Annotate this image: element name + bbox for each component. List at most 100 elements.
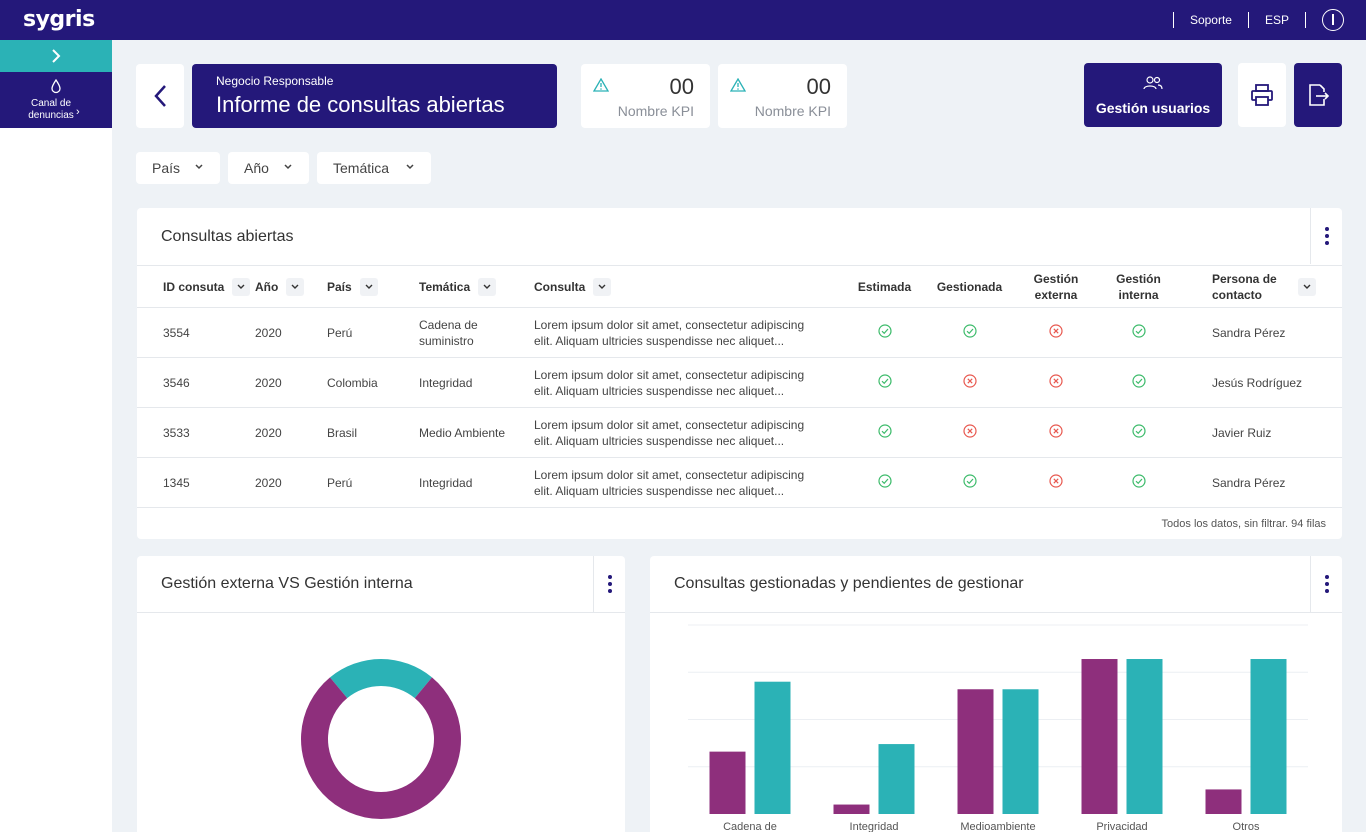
cell-estimada: [847, 307, 922, 358]
warning-icon: [593, 78, 609, 92]
sidebar-item-canal-denuncias[interactable]: Canal de denuncias ›: [0, 72, 112, 128]
cell-estimada: [847, 357, 922, 408]
column-header: Gestión interna: [1095, 265, 1182, 308]
table-row[interactable]: 3533 2020 Brasil Medio Ambiente Lorem ipsum …: [137, 407, 1342, 458]
more-options-button[interactable]: [1310, 208, 1342, 264]
table-row[interactable]: 1345 2020 Perú Integridad Lorem ipsum dolor …: [137, 457, 1342, 508]
manage-users-button[interactable]: Gestión usuarios: [1084, 63, 1222, 127]
cell-interna: [1095, 457, 1182, 508]
check-icon: [1131, 423, 1146, 438]
divider: [137, 612, 625, 613]
table-footer: Todos los datos, sin filtrar. 94 filas: [1161, 518, 1326, 530]
kpi-card: 00 Nombre KPI: [581, 64, 710, 128]
filter-ano[interactable]: Año: [228, 152, 309, 184]
filter-pais[interactable]: País: [136, 152, 220, 184]
more-options-button[interactable]: [593, 556, 625, 612]
check-icon: [877, 323, 892, 338]
language-selector[interactable]: ESP: [1264, 13, 1289, 27]
export-button[interactable]: [1294, 63, 1342, 127]
cell-externa: [1017, 457, 1095, 508]
bar-3-0[interactable]: [1081, 659, 1118, 814]
page-subtitle: Negocio Responsable: [216, 74, 334, 88]
column-header[interactable]: País: [327, 265, 419, 308]
chevron-down-icon[interactable]: [359, 277, 378, 296]
chevron-down-icon[interactable]: [232, 277, 251, 296]
bar-chart: Cadena de Integridad Medioambiente Privacid…: [688, 624, 1308, 832]
donut-chart: [301, 659, 462, 819]
bar-4-1[interactable]: [1250, 659, 1287, 814]
back-button[interactable]: [136, 64, 184, 128]
kpi-name: Nombre KPI: [754, 103, 831, 119]
check-icon: [962, 323, 977, 338]
logo: sygris: [23, 7, 95, 32]
bar-chart-card: Consultas gestionadas y pendientes de ge…: [650, 556, 1342, 832]
page-title-box: Negocio Responsable Informe de consultas…: [192, 64, 557, 128]
export-icon: [1309, 84, 1330, 106]
donut-slice-0[interactable]: [330, 659, 432, 699]
chevron-down-icon[interactable]: [286, 277, 305, 296]
cell-contact: Sandra Pérez: [1182, 457, 1342, 508]
cell-query: Lorem ipsum dolor sit amet, consectetur …: [534, 457, 847, 508]
cell-interna: [1095, 307, 1182, 358]
check-icon: [877, 373, 892, 388]
bar-4-0[interactable]: [1205, 789, 1242, 814]
column-header[interactable]: ID consuta: [137, 265, 255, 308]
cell-country: Colombia: [327, 357, 419, 408]
kpi-value: 00: [806, 74, 831, 99]
x-tick-label: Medioambiente: [960, 821, 1035, 832]
cell-year: 2020: [255, 357, 327, 408]
donut-slice-1[interactable]: [301, 677, 462, 819]
chevron-down-icon[interactable]: [1298, 277, 1316, 296]
card-title: Consultas gestionadas y pendientes de ge…: [674, 575, 1024, 592]
support-link[interactable]: Soporte: [1189, 13, 1232, 27]
sidebar: Canal de denuncias ›: [0, 40, 112, 832]
chevron-right-icon: ›: [76, 106, 80, 118]
cell-contact: Jesús Rodríguez: [1182, 357, 1342, 408]
column-header[interactable]: Año: [255, 265, 327, 308]
top-bar: sygris Soporte ESP: [0, 0, 1366, 40]
chevron-down-icon[interactable]: [593, 277, 612, 296]
bar-2-1[interactable]: [1002, 689, 1039, 814]
filter-label: País: [152, 160, 181, 176]
check-icon: [1131, 323, 1146, 338]
bar-1-0[interactable]: [833, 804, 870, 814]
column-header[interactable]: Temática: [419, 265, 534, 308]
column-header[interactable]: Consulta: [534, 265, 847, 308]
table-row[interactable]: 3554 2020 Perú Cadena de suministro Lorem ip…: [137, 307, 1342, 358]
check-icon: [877, 473, 892, 488]
cell-contact: Sandra Pérez: [1182, 307, 1342, 358]
filter-tematica[interactable]: Temática: [317, 152, 431, 184]
cell-topic: Medio Ambiente: [419, 407, 534, 458]
cell-contact: Javier Ruiz: [1182, 407, 1342, 458]
check-icon: [1131, 373, 1146, 388]
bar-0-0[interactable]: [709, 751, 746, 814]
bar-2-0[interactable]: [957, 689, 994, 814]
manage-users-label: Gestión usuarios: [1095, 100, 1211, 116]
cell-query: Lorem ipsum dolor sit amet, consectetur …: [534, 307, 847, 358]
column-header[interactable]: Persona de contacto: [1182, 265, 1342, 308]
bar-0-1[interactable]: [754, 681, 791, 814]
check-icon: [877, 423, 892, 438]
bar-1-1[interactable]: [878, 744, 915, 814]
cell-query: Lorem ipsum dolor sit amet, consectetur …: [534, 407, 847, 458]
cell-year: 2020: [255, 457, 327, 508]
chevron-down-icon: [195, 164, 203, 170]
filter-label: Temática: [333, 160, 390, 176]
error-icon: [962, 373, 977, 388]
printer-icon: [1251, 84, 1273, 106]
card-title: Gestión externa VS Gestión interna: [161, 575, 413, 592]
donut-chart-card: Gestión externa VS Gestión interna: [137, 556, 625, 832]
cell-interna: [1095, 407, 1182, 458]
sidebar-toggle-button[interactable]: [0, 40, 112, 72]
table-row[interactable]: 3546 2020 Colombia Integridad Lorem ipsum do…: [137, 357, 1342, 408]
open-queries-card: Consultas abiertas ID consuta Año País T…: [137, 208, 1342, 539]
chevron-down-icon: [284, 164, 292, 170]
bar-3-1[interactable]: [1126, 659, 1163, 814]
chevron-down-icon[interactable]: [478, 277, 497, 296]
cell-year: 2020: [255, 407, 327, 458]
more-options-button[interactable]: [1310, 556, 1342, 612]
error-icon: [962, 423, 977, 438]
page-title: Informe de consultas abiertas: [216, 92, 505, 117]
power-icon[interactable]: [1322, 9, 1344, 31]
print-button[interactable]: [1238, 63, 1286, 127]
